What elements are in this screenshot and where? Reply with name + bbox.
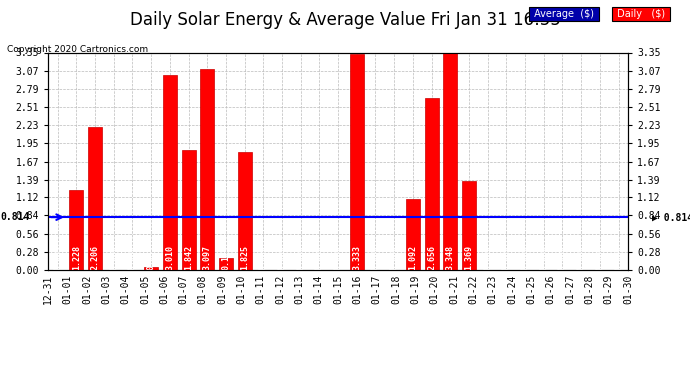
Text: 0.000: 0.000	[296, 244, 305, 270]
Text: 0.000: 0.000	[595, 244, 604, 270]
Text: 1.092: 1.092	[408, 244, 417, 270]
Text: 01-25: 01-25	[526, 275, 536, 304]
Text: 01-23: 01-23	[488, 275, 497, 304]
Text: 01-15: 01-15	[333, 275, 343, 304]
Text: 12-31: 12-31	[43, 275, 53, 304]
Text: 0.049: 0.049	[147, 244, 156, 270]
Text: 0.000: 0.000	[259, 244, 268, 270]
Text: 1.825: 1.825	[240, 244, 249, 270]
Bar	[237, 152, 252, 270]
Bar	[462, 181, 476, 270]
Text: 01-09: 01-09	[217, 275, 227, 304]
Text: 1.228: 1.228	[72, 244, 81, 270]
Text: 01-14: 01-14	[314, 275, 324, 304]
Text: Average  ($): Average ($)	[531, 9, 598, 20]
Text: 01-13: 01-13	[295, 275, 304, 304]
Text: 01-26: 01-26	[546, 275, 555, 304]
Text: 3.010: 3.010	[166, 244, 175, 270]
Text: 0.000: 0.000	[277, 244, 286, 270]
Text: 1.842: 1.842	[184, 244, 193, 270]
Text: Daily Solar Energy & Average Value Fri Jan 31 16:55: Daily Solar Energy & Average Value Fri J…	[130, 11, 560, 29]
Text: 01-01: 01-01	[63, 275, 72, 304]
Text: 01-30: 01-30	[623, 275, 633, 304]
Text: 01-05: 01-05	[140, 275, 150, 304]
Bar	[181, 150, 195, 270]
Text: 0.006: 0.006	[520, 244, 529, 270]
Text: 01-04: 01-04	[121, 275, 130, 304]
Text: 01-16: 01-16	[353, 275, 362, 304]
Bar	[350, 54, 364, 270]
Text: 2.206: 2.206	[90, 244, 99, 270]
Text: 01-10: 01-10	[237, 275, 246, 304]
Bar	[406, 199, 420, 270]
Text: 0.006: 0.006	[540, 244, 549, 270]
Text: 3.333: 3.333	[353, 244, 362, 270]
Text: 0.814: 0.814	[0, 212, 30, 222]
Text: 0.000: 0.000	[390, 244, 399, 270]
Text: 01-24: 01-24	[507, 275, 517, 304]
Text: 01-28: 01-28	[584, 275, 594, 304]
Text: 0.000: 0.000	[315, 244, 324, 270]
Text: 3.097: 3.097	[203, 244, 212, 270]
Text: 01-18: 01-18	[391, 275, 401, 304]
Text: 0.003: 0.003	[53, 244, 62, 270]
Text: 0.000: 0.000	[577, 244, 586, 270]
Text: 01-07: 01-07	[179, 275, 188, 304]
Text: 0.000: 0.000	[371, 244, 380, 270]
Text: Copyright 2020 Cartronics.com: Copyright 2020 Cartronics.com	[7, 45, 148, 54]
Text: 01-19: 01-19	[411, 275, 420, 304]
Text: Daily   ($): Daily ($)	[614, 9, 669, 20]
Text: 01-27: 01-27	[565, 275, 575, 304]
Text: 01-22: 01-22	[469, 275, 478, 304]
Bar	[69, 190, 83, 270]
Text: 0.000: 0.000	[128, 244, 137, 270]
Text: 1.369: 1.369	[464, 244, 473, 270]
Text: 01-08: 01-08	[198, 275, 208, 304]
Text: 01-06: 01-06	[159, 275, 169, 304]
Text: 0.000: 0.000	[502, 244, 511, 270]
Text: 01-12: 01-12	[275, 275, 285, 304]
Bar	[219, 258, 233, 270]
Text: 01-21: 01-21	[449, 275, 459, 304]
Text: 0.000: 0.000	[109, 244, 118, 270]
Text: 0.000: 0.000	[614, 244, 623, 270]
Bar	[144, 267, 158, 270]
Bar	[424, 98, 439, 270]
Text: 0.000: 0.000	[558, 244, 567, 270]
Text: ▶ 0.814: ▶ 0.814	[652, 212, 690, 222]
Text: 01-29: 01-29	[604, 275, 613, 304]
Text: 0.000: 0.000	[483, 244, 492, 270]
Bar	[200, 69, 214, 270]
Text: 01-17: 01-17	[372, 275, 382, 304]
Text: 01-11: 01-11	[256, 275, 266, 304]
Text: 0.000: 0.000	[333, 244, 343, 270]
Text: 01-03: 01-03	[101, 275, 111, 304]
Bar	[163, 75, 177, 270]
Text: 01-02: 01-02	[82, 275, 92, 304]
Text: 3.348: 3.348	[446, 244, 455, 270]
Bar	[443, 53, 457, 270]
Bar	[88, 127, 102, 270]
Text: 2.656: 2.656	[427, 244, 436, 270]
Text: 0.179: 0.179	[221, 244, 230, 270]
Text: 01-20: 01-20	[430, 275, 440, 304]
